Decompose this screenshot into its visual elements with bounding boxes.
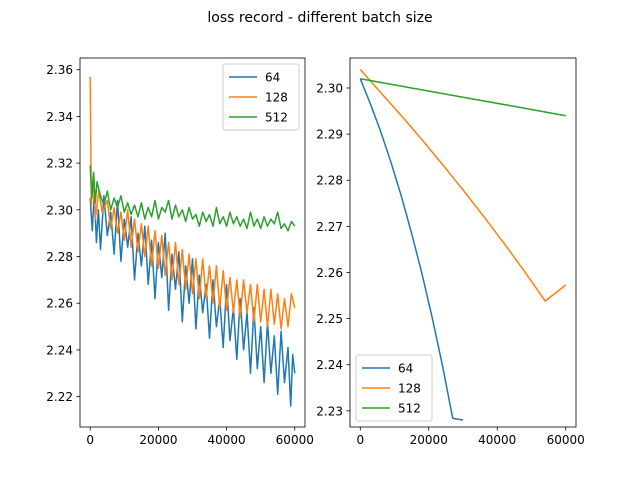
legend: 64 128 512 bbox=[355, 354, 433, 422]
x-tick-label: 40000 bbox=[207, 433, 245, 447]
series-line-512 bbox=[89, 165, 296, 232]
y-tick-label: 2.22 bbox=[46, 390, 73, 404]
y-tick-label: 2.36 bbox=[46, 63, 73, 77]
y-tick-label: 2.32 bbox=[46, 157, 73, 171]
y-tick-label: 2.23 bbox=[316, 404, 343, 418]
x-tick-label: 0 bbox=[86, 433, 94, 447]
axes-frame bbox=[349, 57, 577, 428]
series-line-64 bbox=[359, 78, 464, 421]
x-tick-label: 60000 bbox=[547, 433, 585, 447]
y-tick-label: 2.27 bbox=[316, 220, 343, 234]
legend-label-64: 64 bbox=[398, 362, 413, 376]
figure-suptitle: loss record - different batch size bbox=[207, 10, 432, 26]
legend-label-128: 128 bbox=[398, 382, 421, 396]
legend-frame bbox=[222, 63, 300, 131]
series-group bbox=[89, 76, 296, 407]
y-tick-label: 2.26 bbox=[316, 266, 343, 280]
y-tick-label: 2.26 bbox=[46, 297, 73, 311]
series-group bbox=[359, 69, 567, 421]
series-line-128 bbox=[89, 76, 296, 330]
y-tick-label: 2.30 bbox=[46, 203, 73, 217]
x-tick-label: 20000 bbox=[410, 433, 448, 447]
left-subplot: 0 20000 40000 60000 2.22 2.24 2.26 2.28 2.30 2.32… bbox=[46, 57, 314, 447]
y-tick-label: 2.24 bbox=[46, 343, 73, 357]
series-line-512 bbox=[360, 78, 566, 117]
series-line-128 bbox=[359, 69, 567, 302]
x-tick-label: 60000 bbox=[276, 433, 314, 447]
legend-label-64: 64 bbox=[265, 71, 280, 85]
legend-label-512: 512 bbox=[265, 111, 288, 125]
y-tick-label: 2.28 bbox=[316, 174, 343, 188]
y-tick-label: 2.34 bbox=[46, 110, 73, 124]
x-tick-label: 40000 bbox=[478, 433, 516, 447]
y-tick-label: 2.24 bbox=[316, 358, 343, 372]
legend-label-128: 128 bbox=[265, 91, 288, 105]
legend: 64 128 512 bbox=[222, 63, 300, 131]
y-tick-label: 2.29 bbox=[316, 128, 343, 142]
x-tick-label: 20000 bbox=[139, 433, 177, 447]
right-subplot: 0 20000 40000 60000 2.23 2.24 2.25 2.26 2.27 2.28… bbox=[316, 57, 585, 447]
y-tick-label: 2.25 bbox=[316, 312, 343, 326]
legend-frame bbox=[355, 354, 433, 422]
axes-frame bbox=[79, 57, 306, 428]
y-tick-label: 2.30 bbox=[316, 81, 343, 95]
x-tick-label: 0 bbox=[356, 433, 364, 447]
legend-label-512: 512 bbox=[398, 402, 421, 416]
y-tick-label: 2.28 bbox=[46, 250, 73, 264]
